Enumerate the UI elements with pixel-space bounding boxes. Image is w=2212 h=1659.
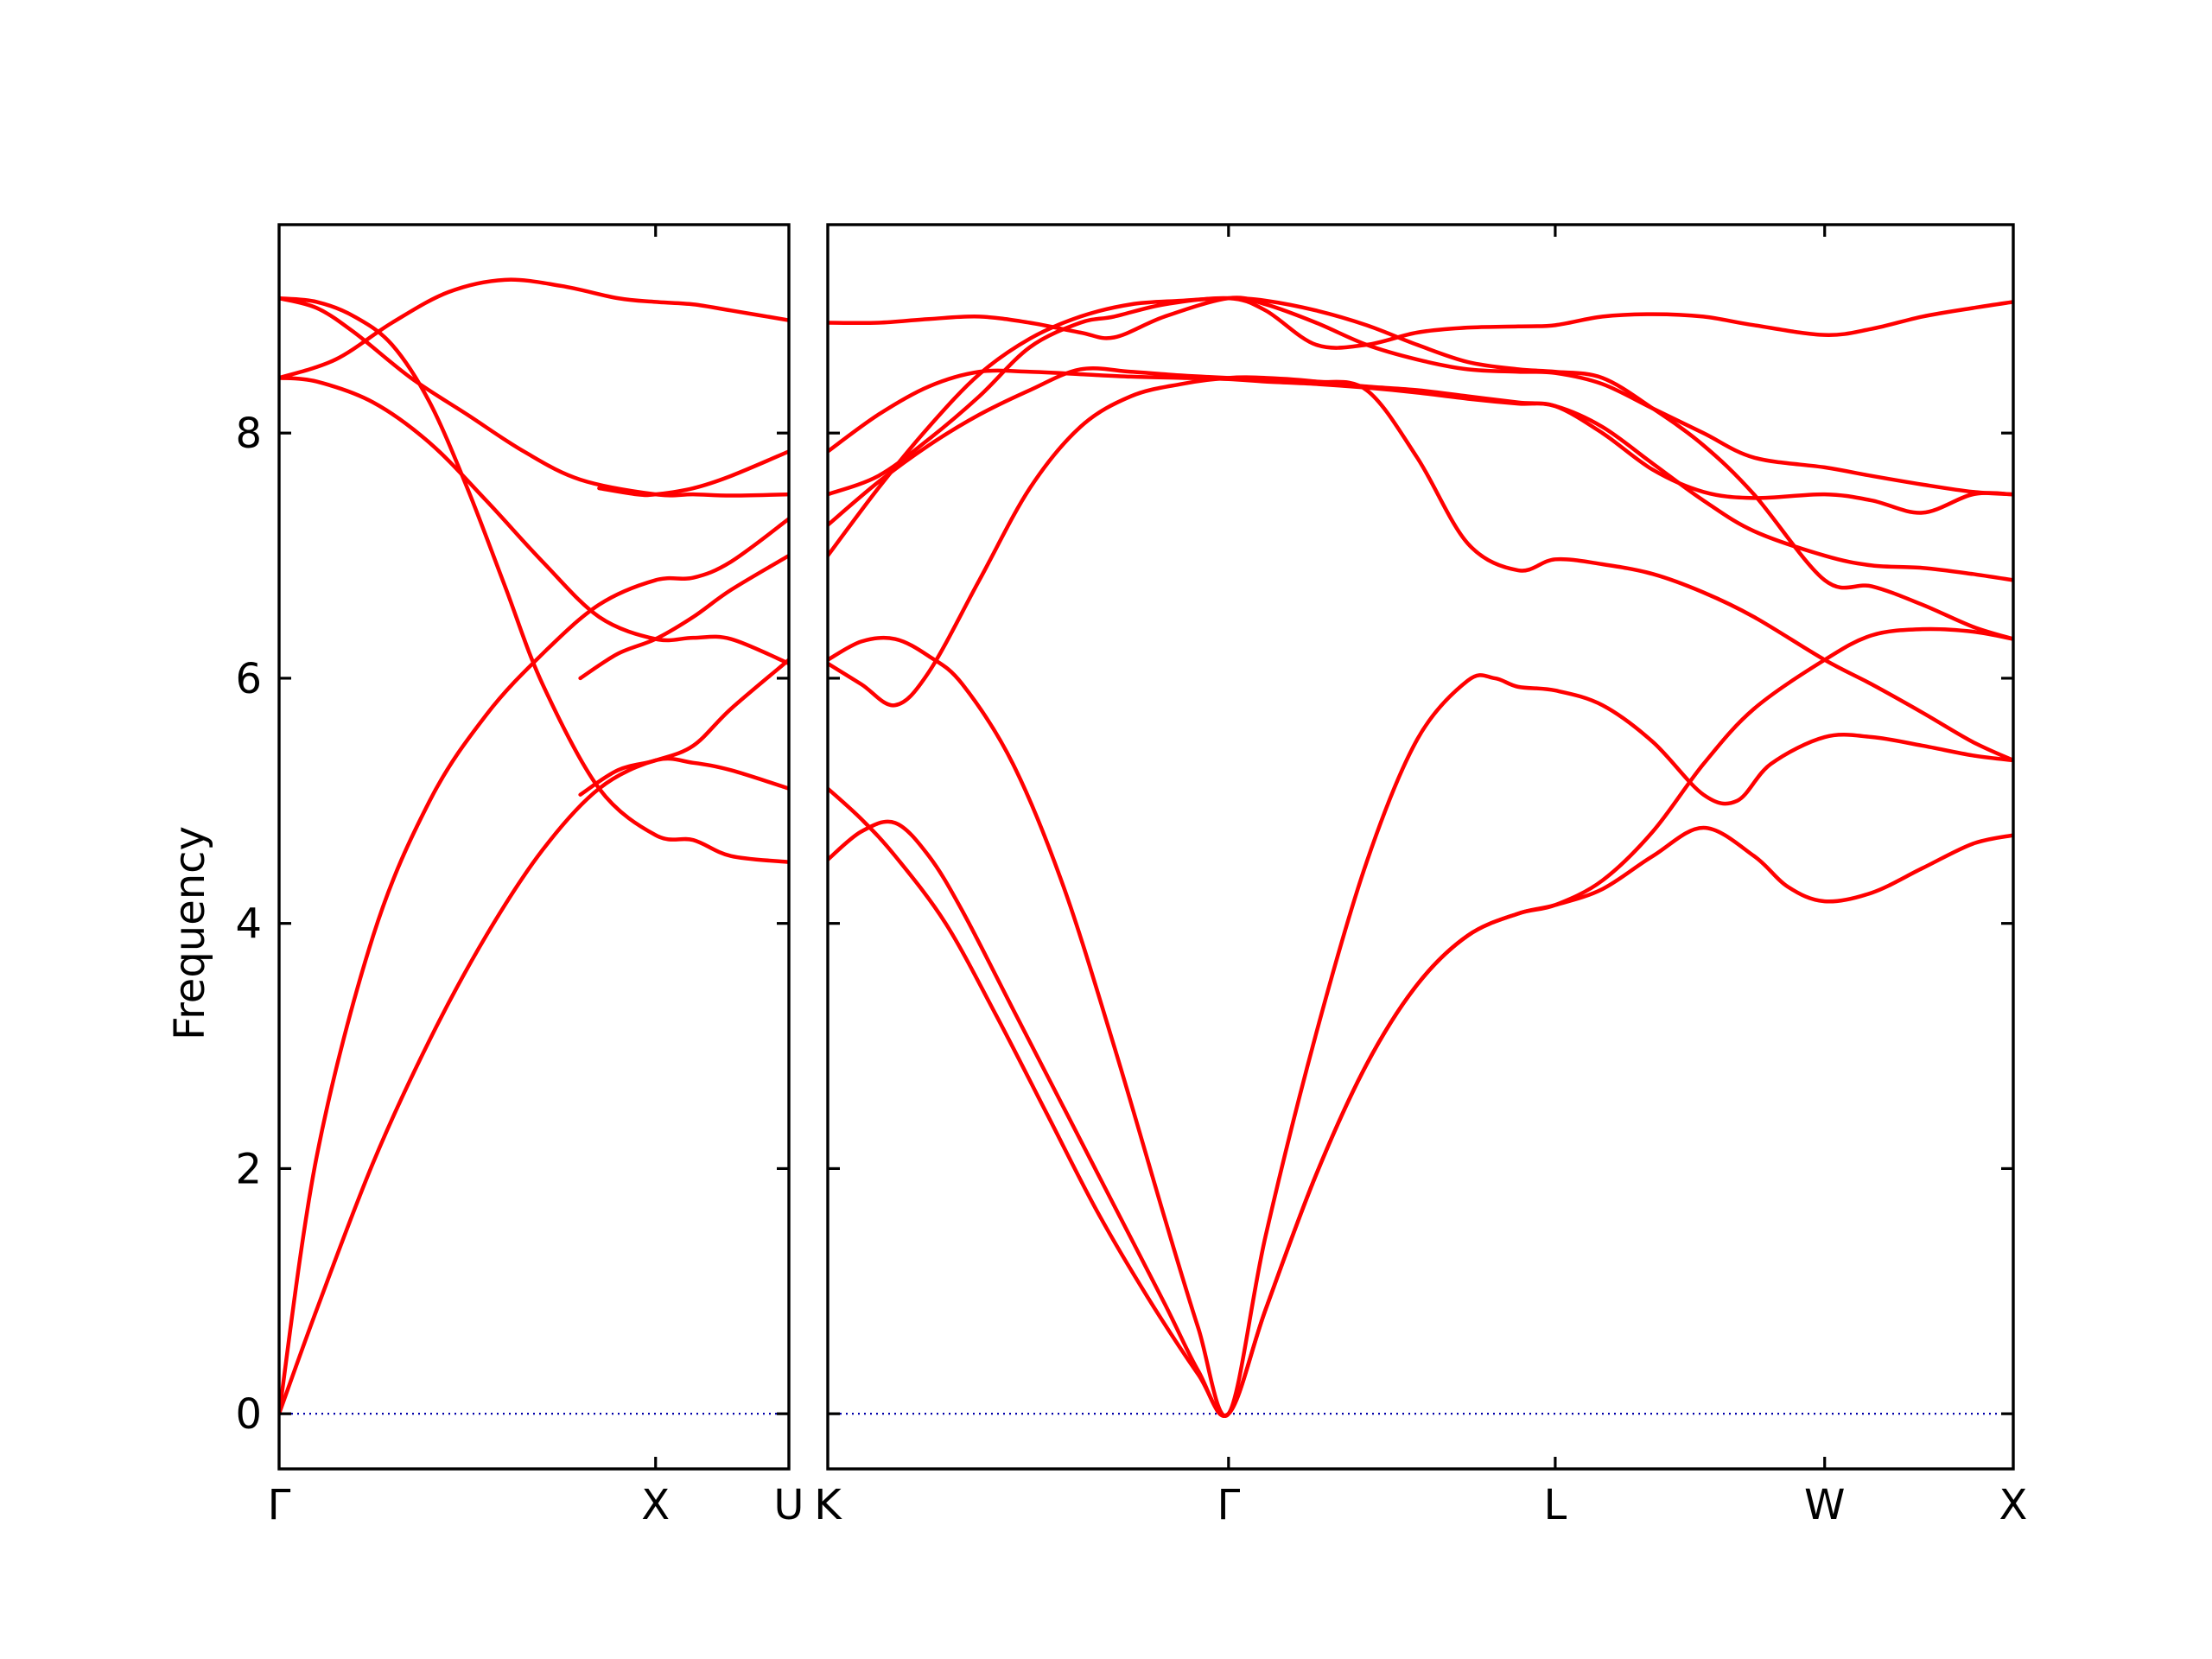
panels: 0 2 4 6 8 Γ X U K Γ L W X xyxy=(235,223,2028,1529)
band-line-6 xyxy=(828,365,2013,582)
x-tick-label: U xyxy=(773,1481,804,1529)
band-line-5 xyxy=(279,277,789,380)
band-line-4 xyxy=(279,376,789,666)
band-line-2 xyxy=(279,517,789,1416)
band-line-5 xyxy=(828,296,2013,641)
band-line-7 xyxy=(828,368,2013,515)
x-tick-label: X xyxy=(641,1481,670,1529)
panel-1: 0 2 4 6 8 Γ X U xyxy=(235,223,804,1529)
y-tick-label: 6 xyxy=(235,655,262,703)
band-line-3 xyxy=(828,635,2013,1418)
plot-frame xyxy=(277,223,791,1471)
y-tick-label: 0 xyxy=(235,1390,262,1439)
band-line-2 xyxy=(828,626,2013,1418)
band-line-9 xyxy=(828,296,2013,497)
plot-area xyxy=(279,277,789,1416)
y-tick-label: 8 xyxy=(235,410,262,458)
x-tick-label: Γ xyxy=(268,1481,291,1529)
x-tick-label: Γ xyxy=(1217,1481,1240,1529)
plot-area xyxy=(828,296,2013,1418)
band-line-1 xyxy=(828,786,2013,1418)
band-line-7 xyxy=(578,658,789,797)
band-line-3 xyxy=(279,296,789,864)
x-tick-label: X xyxy=(1999,1481,2028,1529)
y-tick-label: 4 xyxy=(235,900,262,949)
y-tick-label: 2 xyxy=(235,1145,262,1193)
band-line-9 xyxy=(597,449,789,498)
band-line-8 xyxy=(578,553,789,681)
band-line-8 xyxy=(828,296,2013,497)
band-line-1 xyxy=(279,756,789,1416)
y-axis-label: Frequency xyxy=(166,826,214,1040)
x-tick-label: L xyxy=(1544,1481,1567,1529)
band-line-6 xyxy=(279,296,789,498)
x-tick-label: W xyxy=(1804,1481,1845,1529)
x-tick-label: K xyxy=(814,1481,842,1529)
band-line-4 xyxy=(828,375,2013,763)
plot-frame xyxy=(826,223,2015,1471)
